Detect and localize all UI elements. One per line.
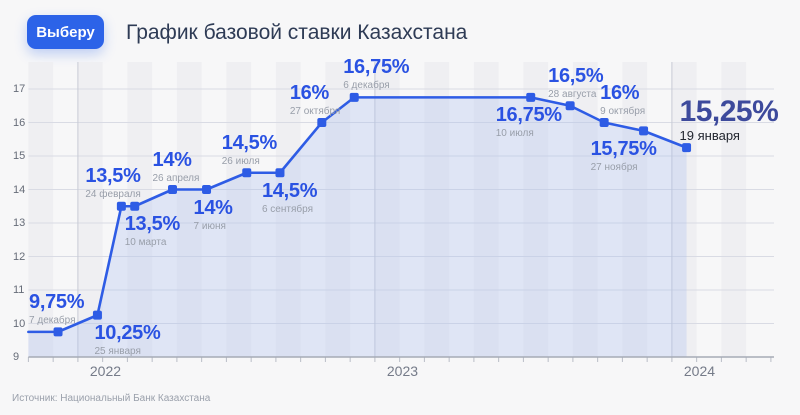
data-point-marker[interactable] <box>526 92 536 102</box>
data-point-marker[interactable] <box>202 185 212 194</box>
point-value: 14% <box>193 196 233 219</box>
point-date: 7 декабря <box>29 314 76 326</box>
point-label: 14% 7 июня <box>194 198 233 233</box>
point-label: 14,5% 6 сентября <box>261 179 318 216</box>
point-date: 19 января <box>679 127 740 143</box>
data-point-marker[interactable] <box>317 118 327 127</box>
point-label: 10,25% 25 января <box>94 323 160 358</box>
point-date: 24 февраля <box>85 189 141 201</box>
point-value: 10,25% <box>94 322 161 345</box>
point-date: 10 марта <box>124 237 167 249</box>
point-label: 16,75% 6 декабря <box>343 57 409 92</box>
month-stripe <box>622 62 648 357</box>
point-label: 14% 26 апреля <box>153 150 200 185</box>
month-stripe <box>374 62 400 357</box>
point-value: 13,5% <box>85 165 141 188</box>
point-value: 14% <box>152 148 192 171</box>
point-value: 16,5% <box>548 64 604 87</box>
month-stripe <box>671 62 697 357</box>
month-stripe <box>275 62 301 357</box>
point-value: 16% <box>289 81 329 104</box>
point-value: 16,75% <box>343 56 410 79</box>
page-title: График базовой ставки Казахстана <box>126 21 468 44</box>
x-axis-year-label: 2022 <box>89 363 122 379</box>
point-value: 16,75% <box>495 104 562 127</box>
month-stripe <box>226 62 252 357</box>
data-point-marker[interactable] <box>242 168 252 178</box>
y-axis-tick-label: 13 <box>13 217 26 229</box>
point-value: 15,75% <box>590 137 657 160</box>
x-axis-year-label: 2023 <box>386 363 419 379</box>
point-label: 16% 9 октября <box>600 83 645 118</box>
point-label: 9,75% 7 декабря <box>29 290 85 327</box>
point-value: 14,5% <box>221 131 278 154</box>
point-date: 10 июля <box>495 128 534 140</box>
month-stripe <box>572 62 598 357</box>
point-date: 27 ноября <box>590 161 638 173</box>
point-label: 16,5% 28 августа <box>548 64 604 101</box>
point-label: 13,5% 24 февраля <box>85 165 141 201</box>
point-value: 15,25% <box>679 94 779 128</box>
month-stripe <box>523 62 549 357</box>
point-label: 15,75% 27 ноября <box>591 139 657 174</box>
point-label: 16% 27 октября <box>290 83 341 118</box>
point-date: 26 апреля <box>152 172 200 184</box>
month-stripe <box>721 62 747 357</box>
data-point-marker[interactable] <box>682 143 692 153</box>
data-point-marker[interactable] <box>116 201 126 211</box>
data-point-marker[interactable] <box>349 92 359 102</box>
data-point-marker[interactable] <box>599 118 609 127</box>
y-axis-tick-label: 15 <box>13 150 26 162</box>
point-date: 6 сентября <box>261 203 313 215</box>
month-stripe <box>424 62 450 357</box>
point-value: 16% <box>600 81 640 104</box>
data-point-marker[interactable] <box>565 101 575 111</box>
y-axis-tick-label: 16 <box>13 116 26 129</box>
point-label: 16,75% 10 июля <box>496 105 562 140</box>
point-date: 28 августа <box>548 88 597 100</box>
point-label: 13,5% 10 марта <box>124 213 181 249</box>
point-date: 27 октября <box>289 105 341 117</box>
month-stripe <box>176 62 202 357</box>
data-point-marker[interactable] <box>53 327 63 337</box>
y-axis-tick-label: 9 <box>13 351 20 363</box>
series-area-fill <box>28 97 687 357</box>
y-axis-tick-label: 11 <box>13 284 25 296</box>
data-point-marker[interactable] <box>275 168 285 178</box>
y-axis-tick-label: 12 <box>13 250 26 263</box>
month-stripe <box>473 62 499 357</box>
data-point-marker[interactable] <box>92 310 102 320</box>
point-value: 14,5% <box>261 179 318 202</box>
point-date: 6 декабря <box>343 80 390 92</box>
y-axis-tick-label: 17 <box>13 83 26 95</box>
point-label: 14,5% 26 июля <box>221 131 278 168</box>
y-axis-tick-label: 10 <box>13 317 26 330</box>
point-date: 9 октября <box>600 105 646 117</box>
source-note: Источник: Национальный Банк Казахстана <box>12 393 211 404</box>
data-point-marker[interactable] <box>168 185 178 194</box>
vyberu-logo-badge[interactable]: Выберу <box>27 15 104 49</box>
month-stripe <box>28 62 54 357</box>
point-label: 15,25% 19 января <box>679 94 779 143</box>
data-point-marker[interactable] <box>130 201 140 211</box>
x-axis-year-label: 2024 <box>683 363 716 379</box>
data-point-marker[interactable] <box>639 126 649 136</box>
point-date: 26 июля <box>221 155 260 167</box>
y-axis-tick-label: 14 <box>13 183 26 196</box>
point-value: 9,75% <box>29 290 85 313</box>
series-line <box>27 96 688 334</box>
point-date: 25 января <box>94 346 141 358</box>
point-date: 7 июня <box>193 220 226 232</box>
point-value: 13,5% <box>124 213 181 236</box>
